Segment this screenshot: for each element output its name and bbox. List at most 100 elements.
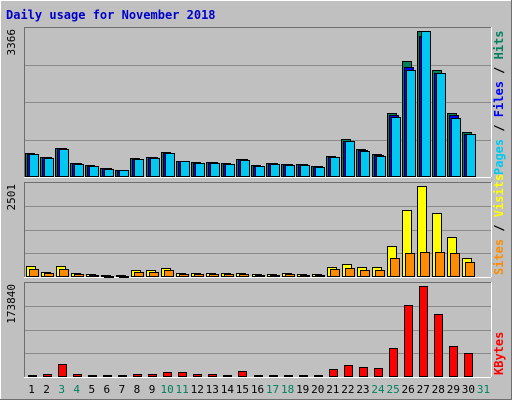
x-axis-day-labels: 1 2 3 4 5 6 7 8 9 10 11 12 13 14 15 16 17 18 19 20 21 22 23 24 2… <box>28 383 490 396</box>
bar-pages-day-9 <box>150 158 160 177</box>
bar-pages-day-5 <box>89 166 99 177</box>
bar-pages-day-11 <box>180 161 190 177</box>
bar-pages-day-16 <box>255 166 265 177</box>
bar-kbytes-day-6 <box>103 375 112 377</box>
legend-text: Hits <box>492 30 506 59</box>
bar-kbytes-day-3 <box>58 364 67 377</box>
x-tick-label-day-29: 29 <box>447 383 460 396</box>
bar-kbytes-day-30 <box>464 353 473 377</box>
bar-sites-day-23 <box>360 270 370 277</box>
panel-visits_sites: 2501 Sites / Visits <box>5 174 506 278</box>
bar-kbytes-day-4 <box>73 374 82 377</box>
x-tick-label-day-8: 8 <box>134 383 141 396</box>
bar-kbytes-day-19 <box>299 375 308 377</box>
x-tick-label-day-9: 9 <box>149 383 156 396</box>
panel-hits_files_pages: 3366 Pages / Files / Hits <box>5 27 506 178</box>
bar-pages-day-14 <box>225 164 235 177</box>
bar-kbytes-day-5 <box>88 375 97 377</box>
bar-sites-day-22 <box>345 268 355 277</box>
x-tick-label-day-11: 11 <box>176 383 189 396</box>
bar-kbytes-day-1 <box>28 375 37 377</box>
bar-kbytes-day-15 <box>238 371 247 377</box>
bar-pages-day-15 <box>240 160 250 177</box>
bar-sites-day-30 <box>465 262 475 277</box>
bar-sites-day-28 <box>435 252 445 277</box>
x-tick-label-day-4: 4 <box>73 383 80 396</box>
bar-kbytes-day-11 <box>178 372 187 377</box>
bar-kbytes-day-2 <box>43 374 52 377</box>
bar-kbytes-day-28 <box>434 314 443 377</box>
bar-pages-day-21 <box>330 157 340 177</box>
bar-pages-day-4 <box>74 164 84 177</box>
x-tick-label-day-16: 16 <box>251 383 264 396</box>
bar-kbytes-day-20 <box>314 375 323 377</box>
x-tick-label-day-14: 14 <box>221 383 235 396</box>
y-max-label: 173840 <box>5 284 18 324</box>
x-tick-label-day-6: 6 <box>104 383 111 396</box>
bar-sites-day-10 <box>164 270 174 277</box>
series-kbytes <box>28 286 473 377</box>
bar-kbytes-day-21 <box>329 369 338 377</box>
chart-title: Daily usage for November 2018 <box>6 8 216 22</box>
bar-pages-day-17 <box>270 164 280 177</box>
bar-kbytes-day-10 <box>163 372 172 377</box>
bar-sites-day-27 <box>420 252 430 277</box>
bar-sites-day-25 <box>390 258 400 277</box>
bar-kbytes-day-23 <box>359 367 368 377</box>
bar-kbytes-day-27 <box>419 286 428 377</box>
x-tick-label-day-20: 20 <box>311 383 324 396</box>
bar-sites-day-16 <box>255 275 265 277</box>
bar-pages-day-20 <box>315 167 325 177</box>
bar-sites-day-1 <box>29 269 39 277</box>
bar-pages-day-8 <box>134 159 144 177</box>
bar-pages-day-2 <box>44 158 54 177</box>
legend-text: / <box>492 59 506 81</box>
bar-kbytes-day-9 <box>148 374 157 377</box>
bar-kbytes-day-29 <box>449 346 458 377</box>
bar-kbytes-day-13 <box>208 374 217 377</box>
bar-pages-day-7 <box>119 170 129 177</box>
bar-pages-day-23 <box>360 151 370 177</box>
x-tick-label-day-19: 19 <box>296 383 309 396</box>
x-tick-label-day-22: 22 <box>341 383 354 396</box>
legend-text: Files <box>492 81 506 117</box>
bar-pages-day-1 <box>29 154 39 177</box>
bar-sites-day-21 <box>330 269 340 277</box>
bar-kbytes-day-22 <box>344 365 353 377</box>
series-legend-visits_sites: Sites / Visits <box>492 174 506 275</box>
x-tick-label-day-26: 26 <box>402 383 415 396</box>
bar-kbytes-day-7 <box>118 375 127 377</box>
legend-text: / <box>492 117 506 139</box>
bar-pages-day-29 <box>451 118 461 177</box>
x-tick-label-day-2: 2 <box>43 383 50 396</box>
bar-sites-day-18 <box>285 274 295 277</box>
x-tick-label-day-28: 28 <box>432 383 445 396</box>
bar-kbytes-day-14 <box>223 375 232 377</box>
bar-pages-day-22 <box>345 141 355 177</box>
legend-text: Visits <box>492 174 506 217</box>
series-legend-hits_files_pages: Pages / Files / Hits <box>492 30 506 175</box>
bar-pages-day-30 <box>466 134 476 177</box>
x-tick-label-day-24: 24 <box>371 383 385 396</box>
bar-sites-day-3 <box>59 269 69 277</box>
bar-kbytes-day-24 <box>374 368 383 377</box>
bar-sites-day-11 <box>179 274 189 277</box>
bar-sites-day-24 <box>375 270 385 277</box>
series-pages <box>29 31 476 177</box>
bar-sites-day-7 <box>119 276 129 278</box>
bar-pages-day-25 <box>391 117 401 177</box>
bar-sites-day-14 <box>224 274 234 277</box>
bar-pages-day-10 <box>165 153 175 177</box>
bar-kbytes-day-18 <box>284 375 293 377</box>
chart-panels: 3366 Pages / Files / Hits 2501 Sites / Visi… <box>5 27 506 378</box>
x-tick-label-day-10: 10 <box>160 383 173 396</box>
x-tick-label-day-27: 27 <box>417 383 430 396</box>
panel-kbytes: 173840 KBytes <box>5 282 506 378</box>
bar-sites-day-5 <box>89 275 99 277</box>
bar-kbytes-day-12 <box>193 374 202 377</box>
bar-sites-day-19 <box>300 275 310 277</box>
bar-sites-day-6 <box>104 276 114 278</box>
x-tick-label-day-1: 1 <box>28 383 35 396</box>
x-tick-label-day-25: 25 <box>386 383 399 396</box>
x-tick-label-day-15: 15 <box>236 383 249 396</box>
